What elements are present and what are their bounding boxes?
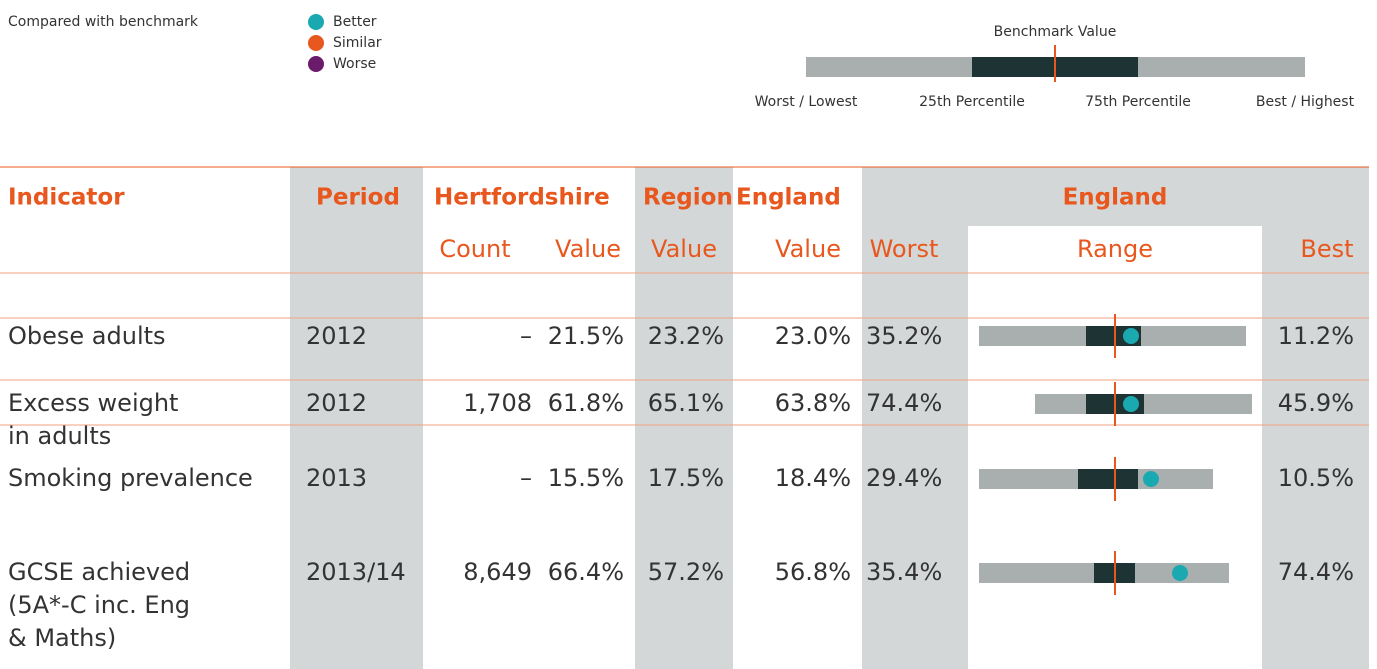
- spine-dot: [1123, 328, 1139, 344]
- key-label: 75th Percentile: [1085, 94, 1191, 110]
- column-subheader: Value: [651, 235, 717, 263]
- cell-count: 8,649: [463, 558, 532, 586]
- spines: [979, 314, 1252, 595]
- column-header: England: [1063, 185, 1168, 211]
- cell-value: 66.4%: [548, 558, 624, 586]
- column-header: England: [736, 185, 841, 211]
- period-column: [290, 167, 423, 669]
- spine-iqr: [1078, 469, 1138, 489]
- indicator: Smoking prevalence: [8, 464, 253, 492]
- legend-label: Better: [333, 14, 377, 30]
- cell-value: 61.8%: [548, 389, 624, 417]
- spine-dot: [1143, 471, 1159, 487]
- column-subheader: Count: [439, 235, 510, 263]
- cell-period: 2013: [306, 464, 367, 492]
- key-label: Best / Highest: [1256, 94, 1355, 110]
- legend-dot: [308, 56, 324, 72]
- column-header: Hertfordshire: [434, 185, 610, 211]
- column-subheader: Value: [555, 235, 621, 263]
- cell-count: –: [520, 322, 532, 350]
- legend-dot: [308, 35, 324, 51]
- legend-label: Worse: [333, 56, 376, 72]
- cell-england: 18.4%: [775, 464, 851, 492]
- region-column: [635, 167, 733, 669]
- indicator: in adults: [8, 422, 111, 450]
- cell-value: 21.5%: [548, 322, 624, 350]
- key-graphic: [806, 45, 1305, 82]
- column-subheader: Best: [1300, 235, 1353, 263]
- cell-england: 56.8%: [775, 558, 851, 586]
- cell-count: 1,708: [463, 389, 532, 417]
- column-header: Indicator: [8, 185, 125, 211]
- column-header: Region: [643, 185, 733, 211]
- cell-best: 11.2%: [1278, 322, 1354, 350]
- column-header: Period: [316, 185, 400, 211]
- legend-dot: [308, 14, 324, 30]
- key-label: Worst / Lowest: [755, 94, 858, 110]
- cell-period: 2012: [306, 389, 367, 417]
- cell-period: 2012: [306, 322, 367, 350]
- cell-worst: 35.2%: [866, 322, 942, 350]
- england-header: [862, 167, 1369, 226]
- spine-dot: [1172, 565, 1188, 581]
- backgrounds: [290, 167, 1369, 669]
- cell-count: –: [520, 464, 532, 492]
- cell-region: 65.1%: [648, 389, 724, 417]
- indicator: & Maths): [8, 624, 116, 652]
- column-subheader: Worst: [870, 235, 939, 263]
- spine-dot: [1123, 396, 1139, 412]
- cell-worst: 74.4%: [866, 389, 942, 417]
- cell-region: 23.2%: [648, 322, 724, 350]
- cell-england: 23.0%: [775, 322, 851, 350]
- cell-value: 15.5%: [548, 464, 624, 492]
- worst-column: [862, 226, 968, 669]
- cell-region: 17.5%: [648, 464, 724, 492]
- cell-best: 74.4%: [1278, 558, 1354, 586]
- indicator: Obese adults: [8, 322, 166, 350]
- legend-label: Similar: [333, 35, 382, 51]
- indicator: GCSE achieved: [8, 558, 190, 586]
- key-title: Benchmark Value: [994, 24, 1117, 40]
- column-subheader: Value: [775, 235, 841, 263]
- key-label: 25th Percentile: [919, 94, 1025, 110]
- cell-region: 57.2%: [648, 558, 724, 586]
- indicator: (5A*-C inc. Eng: [8, 591, 190, 619]
- cell-worst: 35.4%: [866, 558, 942, 586]
- row-lines: [0, 166, 1369, 426]
- best-column: [1262, 226, 1369, 669]
- cell-worst: 29.4%: [866, 464, 942, 492]
- cell-best: 10.5%: [1278, 464, 1354, 492]
- column-subheader: Range: [1077, 235, 1153, 263]
- cell-best: 45.9%: [1278, 389, 1354, 417]
- cell-period: 2013/14: [306, 558, 406, 586]
- cell-england: 63.8%: [775, 389, 851, 417]
- indicator: Excess weight: [8, 389, 178, 417]
- legend-title: Compared with benchmark: [8, 14, 199, 30]
